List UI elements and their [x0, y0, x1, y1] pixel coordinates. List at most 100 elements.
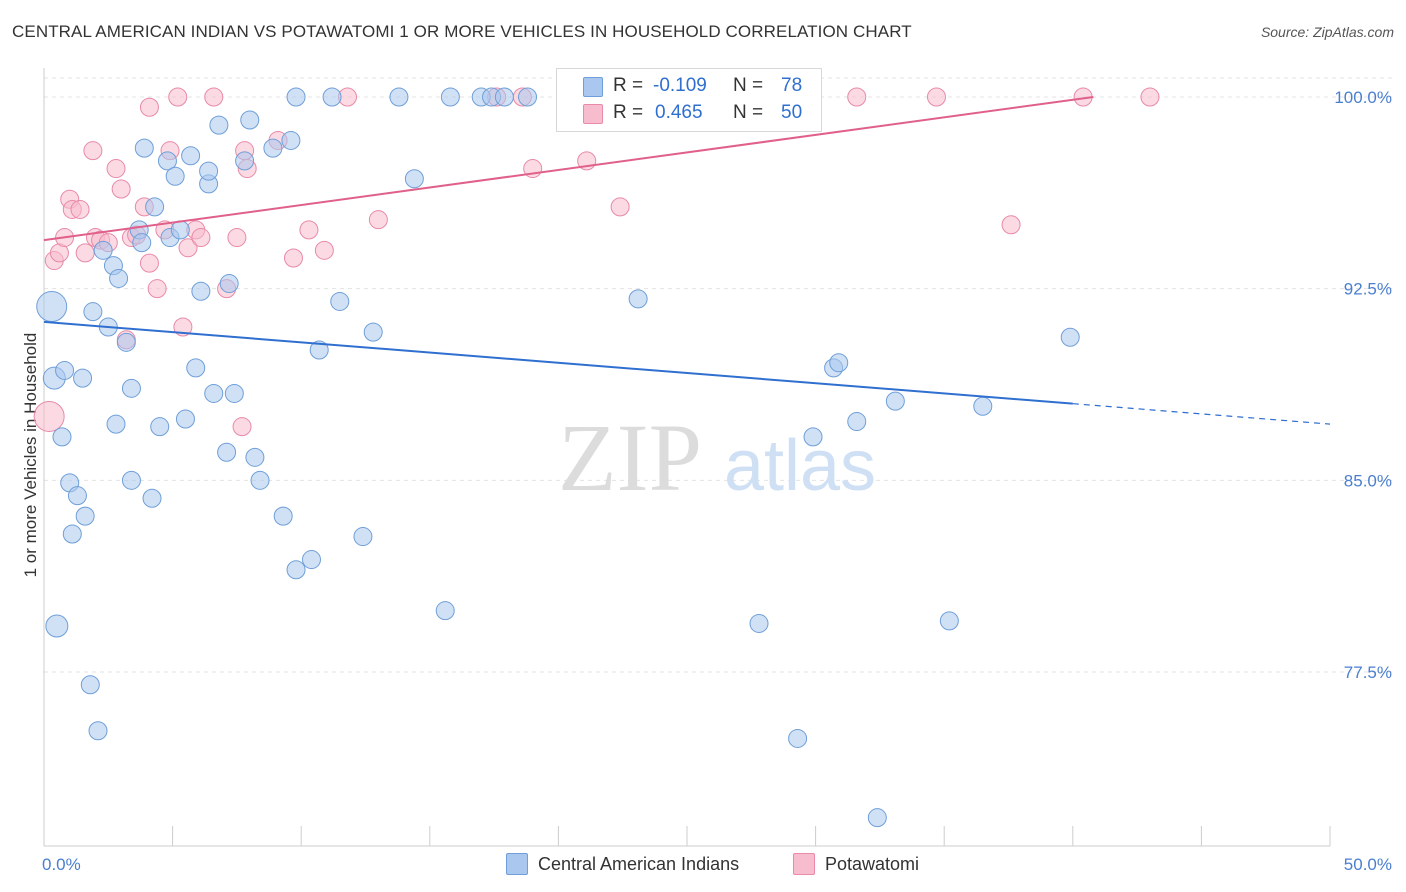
blue-data-point [52, 427, 72, 447]
pink-data-point [368, 210, 388, 230]
blue-trend-extension [1072, 403, 1331, 425]
pink-data-point [299, 220, 319, 240]
blue-data-point [170, 220, 190, 240]
blue-data-point [199, 161, 219, 181]
blue-data-point [80, 675, 100, 695]
pink-data-point [70, 199, 90, 219]
blue-data-point [109, 268, 129, 288]
blue-data-point [973, 396, 993, 416]
watermark-atlas: atlas [724, 426, 876, 506]
blue-data-point [55, 360, 75, 380]
chart-title: CENTRAL AMERICAN INDIAN VS POTAWATOMI 1 … [12, 22, 912, 41]
y-tick-label: 92.5% [1344, 280, 1392, 299]
blue-data-point [204, 383, 224, 403]
legend-swatch-pink [583, 104, 603, 124]
blue-data-point [322, 87, 342, 107]
pink-data-point [847, 87, 867, 107]
blue-data-point [150, 417, 170, 437]
blue-data-point [93, 240, 113, 260]
blue-data-point [435, 601, 455, 621]
pink-data-point [1140, 87, 1160, 107]
blue-data-point [240, 110, 260, 130]
blue-data-point [286, 560, 306, 580]
watermark: ZIP atlas [558, 404, 876, 511]
blue-data-point [250, 470, 270, 490]
pink-data-point [191, 228, 211, 248]
pink-data-point [1001, 215, 1021, 235]
legend-swatch-blue [583, 77, 603, 97]
blue-data-point [628, 289, 648, 309]
legend-n-value: 50 [781, 102, 803, 123]
blue-data-point [132, 233, 152, 253]
blue-data-point [121, 470, 141, 490]
x-tick-label: 50.0% [1344, 855, 1392, 874]
legend-n-label: N = [733, 75, 764, 96]
blue-data-point [440, 87, 460, 107]
pink-data-point [610, 197, 630, 217]
blue-data-point [157, 151, 177, 171]
blue-data-point [67, 486, 87, 506]
bottom-legend-swatch-blue [506, 853, 528, 875]
pink-trend-line [43, 96, 1094, 242]
blue-data-point [286, 87, 306, 107]
pink-data-point [139, 253, 159, 273]
blue-data-point [1060, 327, 1080, 347]
blue-data-point [749, 613, 769, 633]
pink-data-point [204, 87, 224, 107]
blue-data-point [36, 291, 68, 323]
stats-legend: R = -0.109 N = 78 R = 0.465 N = 50 [556, 68, 822, 132]
blue-data-point [75, 506, 95, 526]
blue-data-point [518, 87, 538, 107]
blue-data-point [281, 130, 301, 150]
x-tick-label: 0.0% [42, 855, 81, 874]
blue-data-point [847, 412, 867, 432]
pink-data-point [227, 228, 247, 248]
blue-data-point [106, 414, 126, 434]
pink-data-point [173, 317, 193, 337]
y-tick-label: 77.5% [1344, 663, 1392, 682]
blue-data-point [73, 368, 93, 388]
blue-data-point [273, 506, 293, 526]
blue-data-point [209, 115, 229, 135]
pink-data-point [147, 279, 167, 299]
blue-data-point [885, 391, 905, 411]
data-points [33, 87, 1160, 828]
blue-data-point [145, 197, 165, 217]
blue-data-point [245, 447, 265, 467]
blue-data-point [45, 614, 69, 638]
pink-data-point [178, 238, 198, 258]
blue-data-point [263, 138, 283, 158]
blue-data-point [142, 488, 162, 508]
legend-n-label: N = [733, 102, 764, 123]
pink-data-point [111, 179, 131, 199]
bottom-legend-label-blue: Central American Indians [538, 853, 740, 874]
bottom-legend-swatch-pink [793, 853, 815, 875]
blue-data-point [83, 302, 103, 322]
watermark-zip: ZIP [558, 404, 702, 511]
blue-data-point [867, 808, 887, 828]
source-label: Source: ZipAtlas.com [1260, 24, 1394, 40]
blue-data-point [363, 322, 383, 342]
blue-data-point [219, 274, 239, 294]
legend-r-value: -0.109 [653, 75, 707, 96]
blue-data-point [165, 166, 185, 186]
legend-r-label: R = [613, 75, 644, 96]
y-tick-label: 100.0% [1334, 88, 1392, 107]
pink-data-point [168, 87, 188, 107]
bottom-legend-blue: Central American Indians [506, 851, 739, 877]
blue-data-point [181, 146, 201, 166]
blue-data-point [235, 151, 255, 171]
blue-trend-line [43, 320, 1073, 405]
blue-data-point [88, 721, 108, 741]
blue-data-point [62, 524, 82, 544]
blue-data-point [829, 353, 849, 373]
legend-r-value: 0.465 [655, 102, 703, 123]
pink-data-point [926, 87, 946, 107]
blue-data-point [116, 332, 136, 352]
blue-data-point [389, 87, 409, 107]
legend-r-label: R = [613, 102, 644, 123]
blue-data-point [175, 409, 195, 429]
pink-data-point [33, 400, 65, 432]
blue-data-point [309, 340, 329, 360]
